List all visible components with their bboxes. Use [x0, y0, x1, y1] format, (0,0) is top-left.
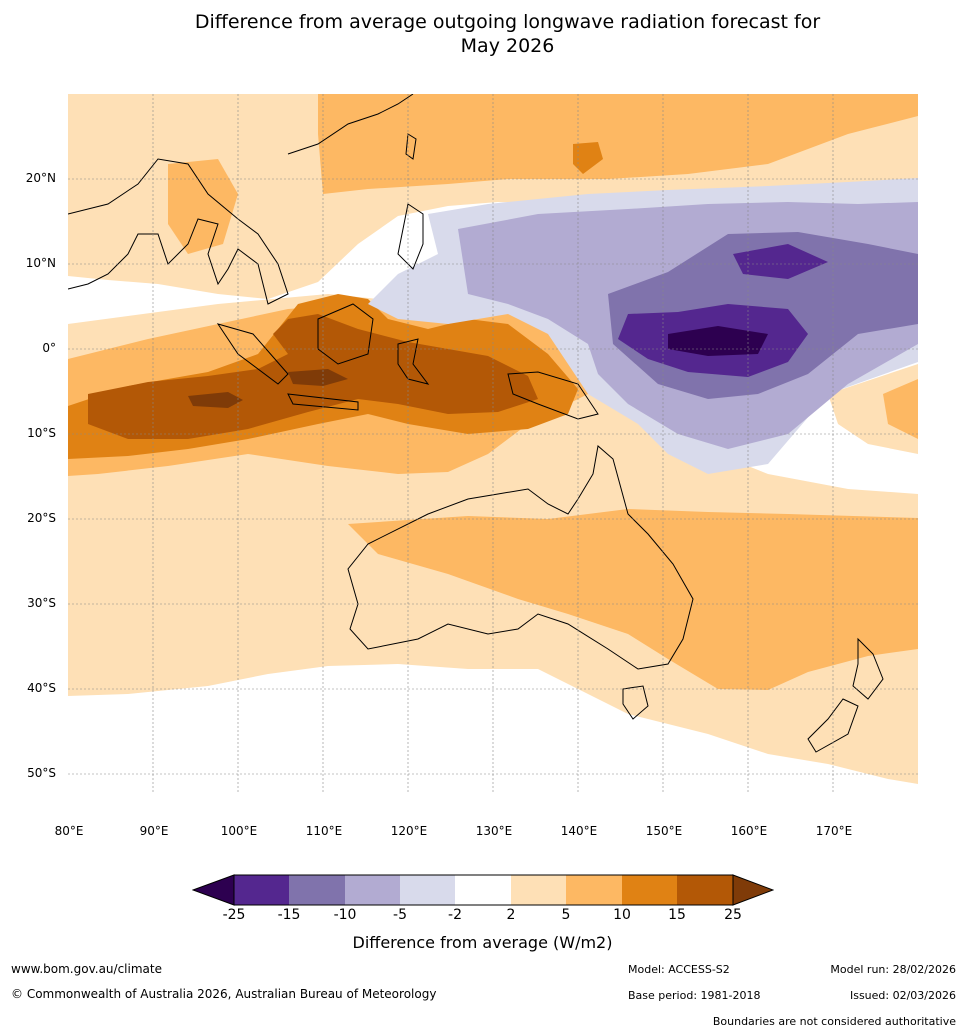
colorbar-tick-2: 2: [506, 907, 516, 923]
colorbar-title: Difference from average (W/m2): [352, 933, 613, 952]
anomaly-region-5-to-10-east: [883, 379, 918, 439]
sumatra-coastline: [216, 323, 289, 385]
sulawesi-coastline: [397, 338, 430, 385]
lon-label-170e: 170°E: [815, 824, 853, 838]
coastlines: [68, 94, 884, 753]
lon-label-150e: 150°E: [645, 824, 683, 838]
asia-mainland-coastline: [68, 158, 289, 305]
taiwan-coastline: [405, 133, 417, 160]
colorbar-tick-minus10: -10: [333, 907, 357, 923]
colorbar-swatch-minus2-2: [455, 875, 511, 905]
footer-model-run: Model run: 28/02/2026: [830, 963, 956, 976]
anomaly-region-5-to-10-north: [318, 94, 918, 194]
colorbar-swatch-5-10: [566, 875, 622, 905]
lon-label-80e: 80°E: [54, 824, 84, 838]
colorbar-tick-minus5: -5: [393, 907, 407, 923]
colorbar: [191, 874, 775, 906]
colorbar-tick-5: 5: [561, 907, 571, 923]
colorbar-tick-minus15: -15: [277, 907, 301, 923]
colorbar-swatch-15-25: [677, 875, 733, 905]
china-coastline: [287, 94, 414, 155]
lon-label-140e: 140°E: [560, 824, 598, 838]
new-zealand-south-coastline: [807, 698, 859, 753]
lon-label-100e: 100°E: [220, 824, 258, 838]
colorbar-swatch-minus15-minus10: [289, 875, 345, 905]
map-title: Difference from average outgoing longwav…: [0, 10, 965, 58]
lon-label-90e: 90°E: [139, 824, 169, 838]
anomaly-region-2-to-5-east-pacific: [828, 364, 918, 454]
anomaly-region-10-to-15-south-china: [573, 142, 603, 174]
footer-copyright: © Commonwealth of Australia 2026, Austra…: [11, 987, 437, 1001]
footer-disclaimer: Boundaries are not considered authoritat…: [712, 1015, 956, 1028]
colorbar-legend: [191, 874, 775, 908]
lat-label-10s: 10°S: [27, 426, 56, 440]
anomaly-region-5-to-10-australia: [348, 509, 918, 690]
lat-label-30s: 30°S: [27, 596, 56, 610]
map-canvas: [68, 94, 918, 792]
new-zealand-north-coastline: [852, 637, 884, 700]
philippines-coastline: [397, 203, 424, 270]
lat-label-0: 0°: [42, 341, 56, 355]
title-line-2: May 2026: [460, 35, 555, 57]
anomaly-region-above-25: [188, 392, 243, 408]
olr-anomaly-map: [68, 94, 918, 792]
colorbar-tick-25: 25: [724, 907, 742, 923]
lat-label-20n: 20°N: [25, 171, 56, 185]
new-guinea-coastline: [507, 371, 599, 420]
colorbar-swatch-10-15: [622, 875, 677, 905]
footer-base-period: Base period: 1981-2018: [628, 989, 761, 1002]
lon-label-130e: 130°E: [475, 824, 513, 838]
lon-label-110e: 110°E: [305, 824, 343, 838]
footer-model: Model: ACCESS-S2: [628, 963, 730, 976]
lat-label-20s: 20°S: [27, 511, 56, 525]
java-coastline: [287, 393, 359, 411]
colorbar-swatch-minus5-minus2: [400, 875, 455, 905]
title-line-1: Difference from average outgoing longwav…: [194, 11, 821, 33]
lon-label-120e: 120°E: [390, 824, 428, 838]
colorbar-swatch-minus10-minus5: [345, 875, 400, 905]
borneo-coastline: [317, 303, 374, 365]
lat-label-10n: 10°N: [25, 256, 56, 270]
anomaly-region-above-25-java: [288, 369, 348, 386]
anomaly-region-5-to-10-china: [168, 159, 238, 254]
colorbar-arrow-low: [191, 874, 235, 906]
colorbar-tick-15: 15: [668, 907, 686, 923]
colorbar-swatch-2-5: [511, 875, 566, 905]
graticule: [68, 94, 918, 792]
colorbar-tick-minus25: -25: [222, 907, 246, 923]
anomaly-region-minus-15-to-25-north: [733, 244, 828, 279]
tasmania-coastline: [622, 685, 649, 720]
lat-label-40s: 40°S: [27, 681, 56, 695]
colorbar-tick-minus2: -2: [448, 907, 462, 923]
colorbar-arrow-high: [732, 874, 775, 906]
footer-issued: Issued: 02/03/2026: [849, 989, 956, 1002]
lon-label-160e: 160°E: [730, 824, 768, 838]
australia-coastline: [347, 445, 694, 670]
colorbar-swatch-minus25-minus15: [234, 875, 289, 905]
footer-website: www.bom.gov.au/climate: [11, 962, 162, 976]
colorbar-tick-10: 10: [613, 907, 631, 923]
lat-label-50s: 50°S: [27, 766, 56, 780]
colorbar-frame: [233, 874, 734, 906]
anomaly-region-below-minus-25: [668, 326, 768, 356]
